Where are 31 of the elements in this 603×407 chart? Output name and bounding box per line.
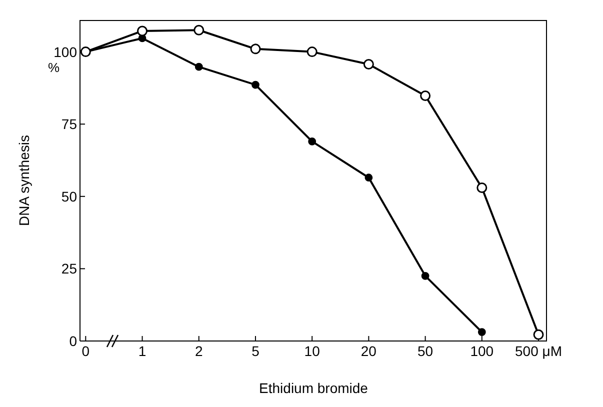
y-tick-label: 75 [61,116,78,132]
point [306,46,318,58]
y-axis-title: DNA synthesis [16,134,32,226]
x-tick-label: 5 [252,342,260,359]
point [250,44,261,54]
point [478,328,486,336]
x-tick-label: 20 [360,342,377,359]
point [421,272,430,280]
x-tick-label: 100 [470,342,494,359]
y-tick-label: 100 [54,44,78,60]
point [308,138,316,146]
point [252,80,260,89]
x-tick-label: 2 [194,342,203,359]
x-tick-label: 50 [418,342,434,359]
y-tick-label: 0 [69,332,78,349]
y-tick-label: 25 [61,260,78,277]
point [364,174,373,182]
point [194,24,204,36]
point [363,58,374,70]
y-tick-label: 50 [61,188,78,204]
x-tick-label: 1 [138,342,146,359]
x-tick-label: 0 [82,342,90,359]
x-axis-title: Ethidium bromide [259,380,368,396]
point [476,182,488,193]
point [194,62,203,71]
point [533,329,544,340]
point [137,26,148,36]
x-tick-label: 500 μM [515,342,562,359]
text: % [48,60,60,75]
point [420,90,431,102]
x-tick-label: 10 [304,342,320,359]
